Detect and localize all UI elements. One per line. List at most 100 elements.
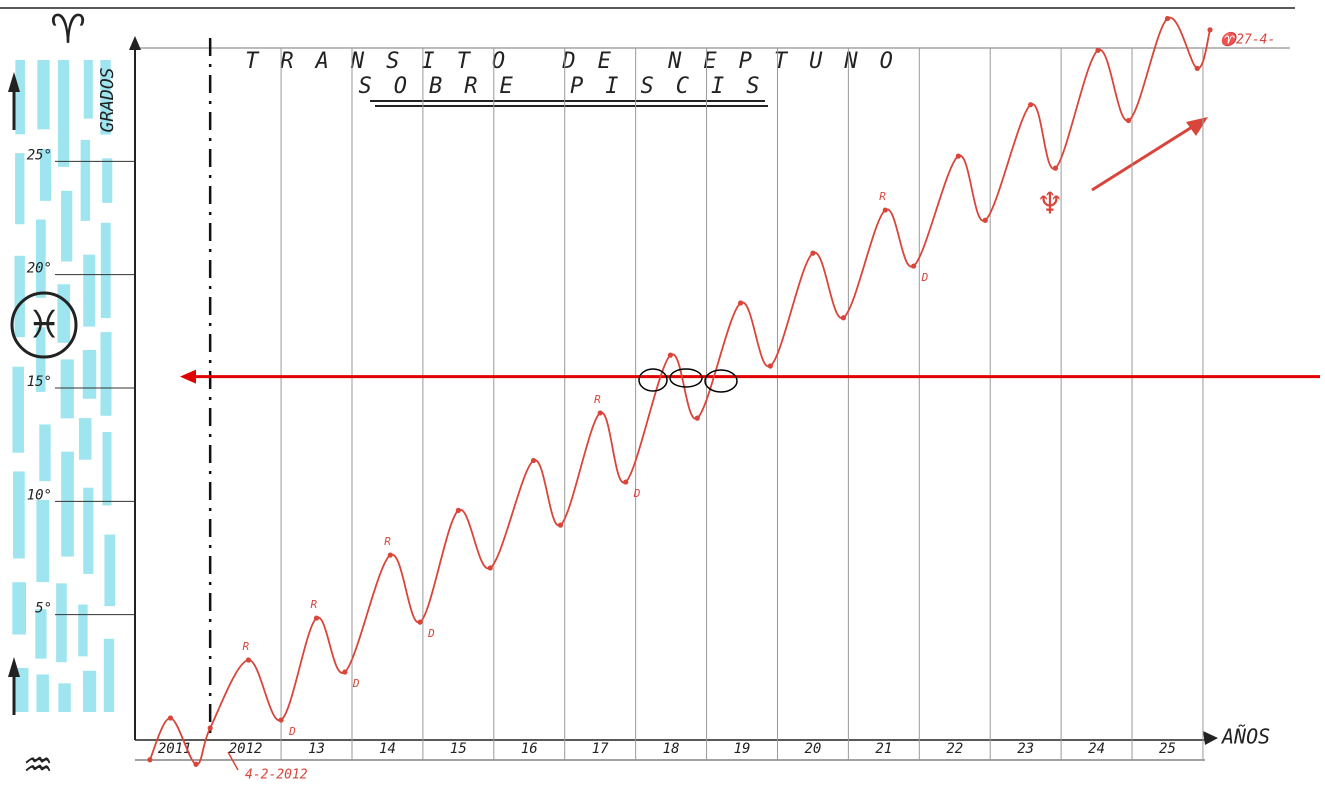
hatch [83, 671, 96, 712]
x-axis-arrow [1203, 731, 1218, 745]
station-label: R [879, 190, 886, 203]
hatch [12, 367, 23, 453]
hatch [37, 60, 49, 129]
station-label: D [288, 725, 296, 738]
up-arrow-head [8, 657, 20, 677]
hatch [101, 332, 112, 416]
chart-subtitle: SOBRE PISCIS [359, 74, 782, 99]
hatch [36, 220, 46, 298]
station-point [342, 669, 347, 674]
station-point [456, 508, 461, 513]
station-point [314, 615, 319, 620]
station-label: R [594, 393, 601, 406]
station-point [388, 552, 393, 557]
station-point [841, 315, 846, 320]
hatch [101, 223, 111, 318]
y-axis-arrow [129, 36, 141, 50]
station-point [810, 251, 815, 256]
station-point [956, 154, 961, 159]
station-label: D [633, 487, 641, 500]
x-tick-label: 19 [734, 741, 751, 757]
y-axis-label: GRADOS [97, 67, 118, 132]
x-tick-label: 22 [946, 741, 963, 757]
hatch [104, 535, 115, 607]
x-tick-label: 18 [663, 741, 680, 757]
hatch [84, 60, 93, 119]
direction-arrow [1092, 122, 1200, 190]
x-tick-label: 16 [521, 741, 538, 757]
hatch [78, 605, 87, 657]
station-point [1126, 118, 1131, 123]
x-tick-label: 13 [308, 741, 325, 757]
hatch [39, 424, 50, 481]
y-tick-label: 5° [35, 601, 52, 617]
x-tick-label: 24 [1088, 741, 1105, 757]
station-point [278, 717, 283, 722]
station-point [738, 300, 743, 305]
station-point [768, 363, 773, 368]
station-point [598, 410, 603, 415]
crossing-circle [639, 369, 667, 391]
station-point [1165, 16, 1170, 21]
hatch [58, 683, 70, 712]
aries-symbol: ♈ [50, 7, 86, 53]
direction-arrow-head [1186, 117, 1208, 136]
hatch [61, 359, 74, 418]
transit-curve [150, 18, 1210, 765]
x-tick-label: 21 [875, 741, 892, 757]
hatch [83, 255, 95, 327]
hatch [81, 140, 90, 221]
y-tick-label: 15° [27, 374, 52, 390]
start-date: 4-2-2012 [245, 768, 308, 783]
hatch [83, 488, 93, 574]
station-point [1028, 102, 1033, 107]
x-tick-label: 20 [804, 741, 821, 757]
hatch [12, 582, 26, 634]
reference-arrow [180, 370, 196, 384]
station-point [668, 353, 673, 358]
hatch [14, 256, 24, 337]
page: {"chart_data": { "type": "line", "title"… [0, 0, 1325, 789]
x-tick-label: 14 [379, 741, 396, 757]
y-tick-label: 20° [27, 261, 52, 277]
chart-title: TRANSITO DE NEPTUNO [245, 49, 915, 74]
hatch [61, 191, 72, 262]
station-point [488, 565, 493, 570]
x-tick-label: 25 [1159, 741, 1176, 757]
station-label: D [427, 627, 435, 640]
crossing-circle [705, 370, 737, 392]
station-point [417, 620, 422, 625]
hatch [36, 500, 49, 582]
hatch [58, 60, 69, 167]
x-tick-label: 23 [1017, 741, 1034, 757]
station-point [193, 762, 198, 767]
station-point [147, 757, 152, 762]
chart: ♈ ♒ ♓ GRADOS TRANSITO DE NEPTUNO SOBRE P… [0, 0, 1325, 789]
x-tick-label: 17 [592, 741, 609, 757]
hatch [102, 432, 111, 505]
station-label: D [921, 271, 929, 284]
hatch [79, 418, 92, 460]
hatch [102, 158, 112, 202]
station-label: D [352, 677, 360, 690]
station-point [623, 479, 628, 484]
neptune-symbol: ♆ [1037, 187, 1064, 222]
station-point [208, 725, 213, 730]
hatch [83, 350, 96, 399]
pisces-symbol: ♓ [27, 303, 61, 347]
y-tick-label: 10° [27, 487, 52, 503]
station-point [1053, 166, 1058, 171]
x-tick-label: 2012 [229, 741, 263, 757]
station-label: R [311, 598, 318, 611]
hatch [56, 583, 67, 662]
station-point [695, 416, 700, 421]
plot: 5°10°15°20°25°20112012131415161718192021… [27, 16, 1320, 767]
y-tick-label: 25° [27, 147, 52, 163]
station-point [558, 523, 563, 528]
station-point [883, 207, 888, 212]
hatch [61, 452, 74, 557]
station-point [983, 218, 988, 223]
station-label: R [242, 640, 249, 653]
end-date: ♈27-4- [1220, 32, 1275, 48]
station-point [531, 458, 536, 463]
